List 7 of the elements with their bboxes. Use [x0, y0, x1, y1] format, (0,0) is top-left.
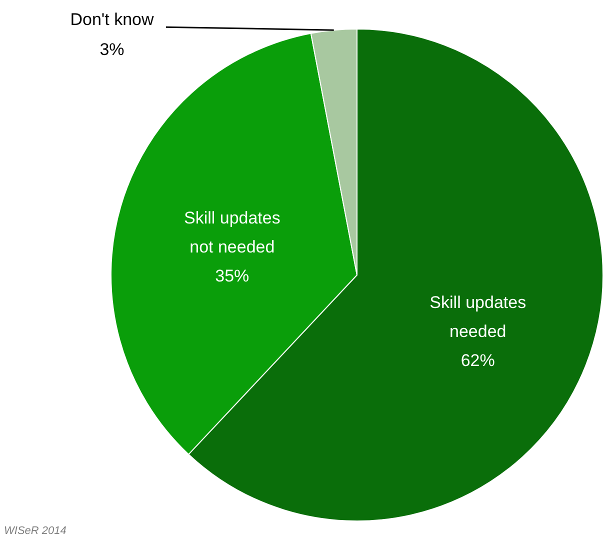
text: WISeR 2014 — [4, 525, 66, 537]
data-label: 62% — [460, 350, 495, 370]
slice-label: Skill updates not needed — [184, 208, 280, 257]
slice-label: Skill updates needed — [430, 292, 526, 341]
slice-label: Don't know — [70, 10, 154, 30]
data-label: 3% — [100, 40, 124, 60]
data-label: 35% — [215, 266, 250, 286]
